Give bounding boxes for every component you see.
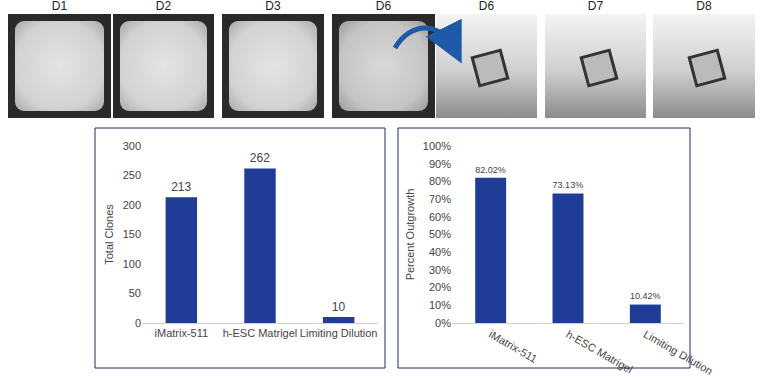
svg-text:262: 262: [250, 151, 270, 165]
svg-text:90%: 90%: [429, 158, 451, 170]
html-text:D6: D6: [478, 0, 495, 13]
svg-text:h-ESC Matrigel: h-ESC Matrigel: [223, 327, 298, 339]
html-text:D3: D3: [265, 0, 281, 13]
svg-text:iMatrix-511: iMatrix-511: [155, 327, 209, 339]
html-text:D6: D6: [375, 0, 392, 13]
svg-text:10.42%: 10.42%: [630, 291, 661, 301]
svg-text:200: 200: [123, 199, 141, 211]
svg-text:30%: 30%: [429, 264, 451, 276]
svg-text:150: 150: [123, 228, 141, 240]
svg-text:100: 100: [123, 258, 141, 270]
svg-text:Percent Outgrowth: Percent Outgrowth: [404, 189, 416, 281]
svg-text:300: 300: [123, 140, 141, 152]
html-text:D2: D2: [155, 0, 172, 13]
svg-text:10: 10: [332, 300, 346, 314]
svg-text:73.13%: 73.13%: [553, 180, 584, 190]
svg-text:40%: 40%: [429, 246, 451, 258]
svg-text:213: 213: [171, 180, 191, 194]
svg-text:20%: 20%: [429, 281, 451, 293]
svg-text:100%: 100%: [423, 140, 451, 152]
svg-text:50: 50: [129, 287, 141, 299]
svg-text:50%: 50%: [429, 228, 451, 240]
html-text:D1: D1: [51, 0, 68, 13]
html-text:D7: D7: [587, 0, 604, 13]
svg-text:70%: 70%: [429, 193, 451, 205]
html-text:D8: D8: [696, 0, 712, 13]
svg-text:80%: 80%: [429, 175, 451, 187]
svg-text:250: 250: [123, 169, 141, 181]
svg-text:Limiting Dilution: Limiting Dilution: [642, 328, 715, 377]
svg-text:10%: 10%: [429, 299, 451, 311]
svg-text:h-ESC Matrigel: h-ESC Matrigel: [564, 328, 635, 376]
svg-text:60%: 60%: [429, 211, 451, 223]
svg-text:0%: 0%: [435, 317, 451, 329]
svg-text:Limiting Dilution: Limiting Dilution: [300, 327, 378, 339]
svg-text:iMatrix-511: iMatrix-511: [487, 328, 539, 365]
svg-text:Total Clones: Total Clones: [103, 204, 115, 265]
svg-text:0: 0: [135, 317, 141, 329]
svg-text:82.02%: 82.02%: [475, 165, 506, 175]
